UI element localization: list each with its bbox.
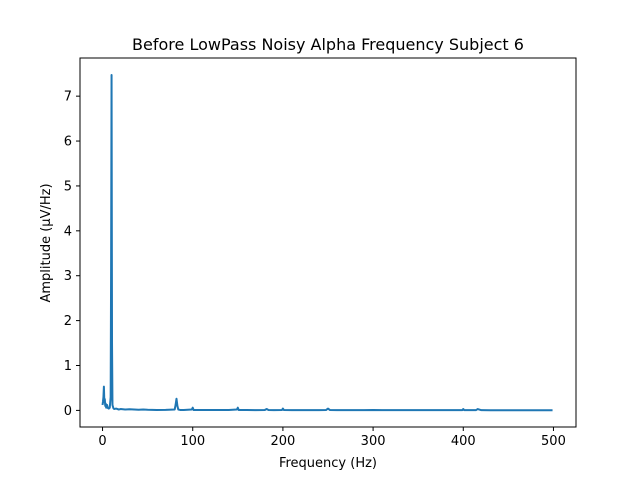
y-tick-label: 5 (64, 179, 72, 194)
plot-area (101, 74, 553, 412)
x-tick-label: 400 (451, 434, 476, 449)
series-line-0 (101, 74, 553, 412)
x-axis-label: Frequency (Hz) (279, 456, 377, 471)
y-tick-label: 4 (64, 224, 72, 239)
x-axis-ticks: 0 100 200 300 400 500 (98, 427, 566, 449)
y-tick-label: 3 (64, 269, 72, 284)
y-tick-label: 7 (64, 90, 72, 105)
y-tick-label: 0 (64, 404, 72, 419)
y-tick-label: 6 (64, 135, 72, 150)
y-axis-ticks: 0 1 2 3 4 5 6 7 (64, 90, 80, 419)
x-tick-label: 300 (361, 434, 386, 449)
y-tick-label: 1 (64, 359, 72, 374)
y-tick-label: 2 (64, 314, 72, 329)
y-axis-label: Amplitude (μV/Hz) (39, 183, 54, 302)
x-tick-label: 200 (270, 434, 295, 449)
chart-title: Before LowPass Noisy Alpha Frequency Sub… (132, 35, 524, 54)
x-tick-label: 100 (180, 434, 205, 449)
x-tick-label: 0 (98, 434, 106, 449)
x-tick-label: 500 (541, 434, 566, 449)
axes-frame (79, 57, 577, 428)
